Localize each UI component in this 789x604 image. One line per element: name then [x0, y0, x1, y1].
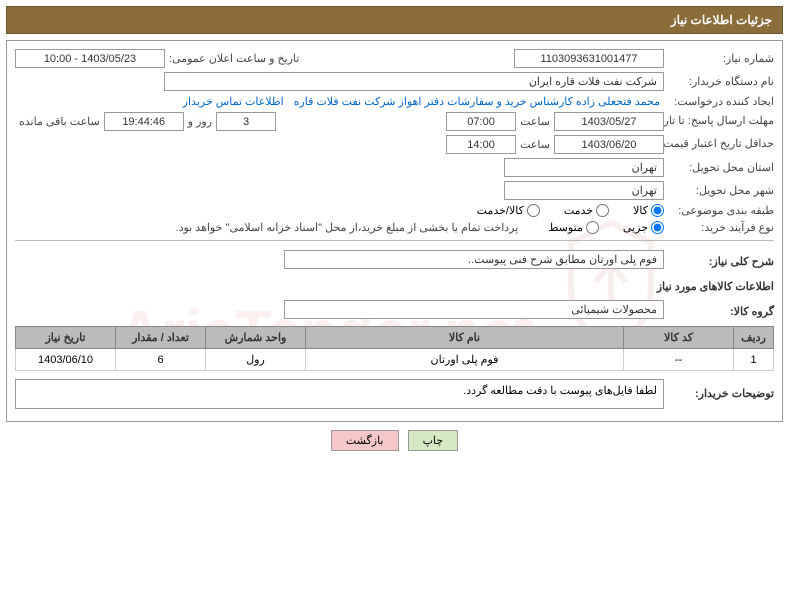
th-unit: واحد شمارش [206, 327, 306, 349]
buyer-org-label: نام دستگاه خریدار: [664, 75, 774, 88]
radio-medium-input[interactable] [586, 221, 599, 234]
validity-time-field: 14:00 [446, 135, 516, 154]
process-radio-group: جزیی متوسط [548, 221, 664, 234]
table-cell-name: فوم پلی اورتان [306, 349, 624, 371]
group-label: گروه کالا: [664, 305, 774, 318]
goods-title: اطلاعات کالاهای مورد نیاز [15, 280, 774, 293]
table-cell-unit: رول [206, 349, 306, 371]
th-row: ردیف [734, 327, 774, 349]
category-radio-group: کالا خدمت کالا/خدمت [477, 204, 664, 217]
th-code: کد کالا [624, 327, 734, 349]
radio-both-input[interactable] [527, 204, 540, 217]
radio-partial-input[interactable] [651, 221, 664, 234]
countdown-field: 19:44:46 [104, 112, 184, 131]
city-label: شهر محل تحویل: [664, 184, 774, 197]
days-label: روز و [184, 115, 216, 128]
need-number-field: 1103093631001477 [514, 49, 664, 68]
back-button[interactable]: بازگشت [331, 430, 399, 451]
requester-field: محمد فتحعلی زاده کارشناس خرید و سفارشات … [290, 95, 664, 108]
page-title-bar: جزئیات اطلاعات نیاز [6, 6, 783, 34]
response-time-field: 07:00 [446, 112, 516, 131]
radio-medium[interactable]: متوسط [548, 221, 599, 234]
requester-label: ایجاد کننده درخواست: [664, 95, 774, 108]
summary-label: شرح کلی نیاز: [664, 255, 774, 268]
validity-label: حداقل تاریخ اعتبار قیمت: تا تاریخ: [664, 137, 774, 151]
buyer-org-field: شرکت نفت فلات قاره ایران [164, 72, 664, 91]
th-qty: تعداد / مقدار [116, 327, 206, 349]
group-field: محصولات شیمیائی [284, 300, 664, 319]
need-number-label: شماره نیاز: [664, 52, 774, 65]
contact-link[interactable]: اطلاعات تماس خریدار [183, 95, 284, 108]
city-field: تهران [504, 181, 664, 200]
announce-label: تاریخ و ساعت اعلان عمومی: [165, 52, 299, 65]
table-header-row: ردیف کد کالا نام کالا واحد شمارش تعداد /… [16, 327, 774, 349]
radio-goods-input[interactable] [651, 204, 664, 217]
th-name: نام کالا [306, 327, 624, 349]
page-title: جزئیات اطلاعات نیاز [671, 13, 772, 27]
buyer-notes-label: توضیحات خریدار: [664, 387, 774, 400]
process-label: نوع فرآیند خرید: [664, 221, 774, 234]
response-deadline-label: مهلت ارسال پاسخ: تا تاریخ: [664, 114, 774, 128]
radio-partial[interactable]: جزیی [623, 221, 664, 234]
th-date: تاریخ نیاز [16, 327, 116, 349]
table-cell-code: -- [624, 349, 734, 371]
radio-goods[interactable]: کالا [633, 204, 664, 217]
summary-field: فوم پلی اورتان مطابق شرح فنی پیوست.. [284, 250, 664, 269]
province-field: تهران [504, 158, 664, 177]
category-label: طبقه بندی موضوعی: [664, 204, 774, 217]
announce-field: 1403/05/23 - 10:00 [15, 49, 165, 68]
content-frame: شماره نیاز: 1103093631001477 تاریخ و ساع… [6, 40, 783, 422]
print-button[interactable]: چاپ [408, 430, 459, 451]
province-label: استان محل تحویل: [664, 161, 774, 174]
days-remaining-field: 3 [216, 112, 276, 131]
table-cell-row: 1 [734, 349, 774, 371]
radio-service[interactable]: خدمت [564, 204, 609, 217]
radio-service-input[interactable] [596, 204, 609, 217]
radio-both[interactable]: کالا/خدمت [477, 204, 540, 217]
buyer-notes-field: لطفا فایل‌های پیوست با دقت مطالعه گردد. [15, 379, 664, 409]
time-label-2: ساعت [516, 138, 554, 151]
goods-table: ردیف کد کالا نام کالا واحد شمارش تعداد /… [15, 326, 774, 371]
buttons-row: چاپ بازگشت [0, 430, 789, 451]
table-cell-qty: 6 [116, 349, 206, 371]
remaining-label: ساعت باقی مانده [15, 115, 104, 128]
response-date-field: 1403/05/27 [554, 112, 664, 131]
validity-date-field: 1403/06/20 [554, 135, 664, 154]
table-row: 1--فوم پلی اورتانرول61403/06/10 [16, 349, 774, 371]
payment-note: پرداخت تمام یا بخشی از مبلغ خرید،از محل … [176, 221, 519, 234]
time-label-1: ساعت [516, 115, 554, 128]
table-cell-date: 1403/06/10 [16, 349, 116, 371]
